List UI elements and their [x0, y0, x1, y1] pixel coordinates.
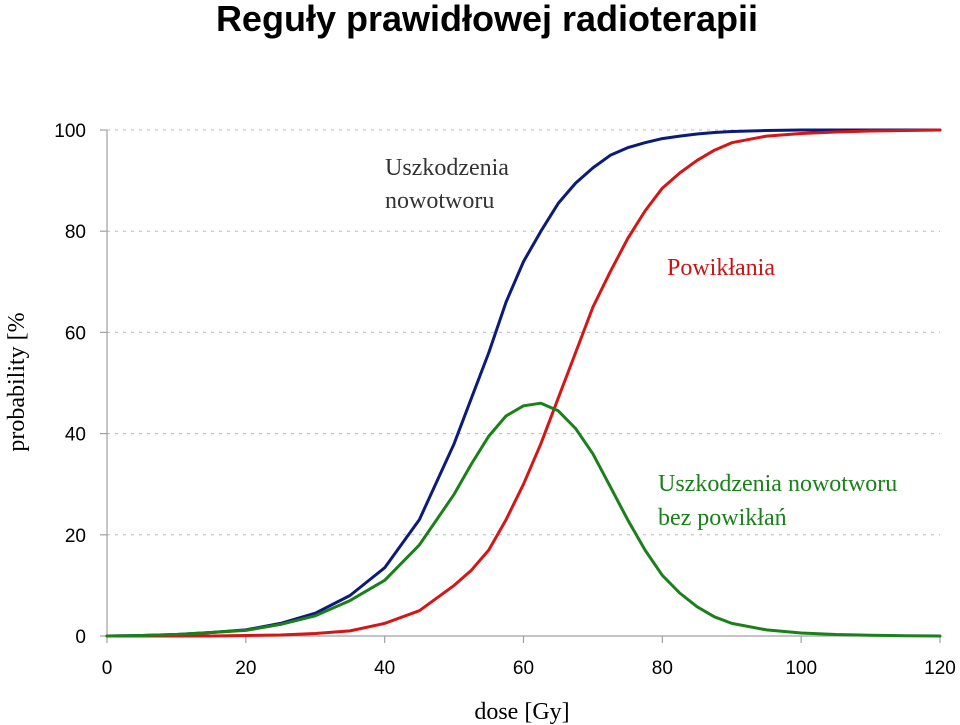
y-tick-label: 0 — [75, 627, 86, 648]
grid — [107, 129, 940, 536]
annotation-tumor-line-1: Uszkodzenia — [385, 155, 509, 181]
annotation-tumor-line-2: nowotworu — [385, 188, 494, 214]
series-line-1 — [105, 128, 942, 638]
y-tick-label: 20 — [65, 526, 86, 547]
x-axis-title: dose [Gy] — [474, 699, 569, 725]
series-lines — [105, 128, 942, 638]
series-line-2 — [105, 128, 942, 638]
x-ticks: 0 20 40 60 80 100 120 — [102, 636, 956, 679]
axes — [106, 130, 940, 637]
x-tick-label: 20 — [235, 658, 256, 679]
y-ticks: 0 20 40 60 80 100 — [54, 121, 107, 648]
y-tick-label: 60 — [65, 323, 86, 344]
x-tick-label: 100 — [785, 658, 817, 679]
x-tick-label: 0 — [102, 658, 113, 679]
y-tick-label: 80 — [65, 222, 86, 243]
annotation-complications: Powikłania — [667, 255, 775, 281]
annotation-uncomplicated-line-1: Uszkodzenia nowotworu — [658, 471, 897, 497]
x-tick-label: 80 — [652, 658, 673, 679]
y-axis-title: probability [% — [4, 312, 30, 451]
y-tick-label: 40 — [65, 425, 86, 446]
x-tick-label: 120 — [924, 658, 956, 679]
series-line-3 — [105, 401, 942, 638]
x-tick-label: 40 — [374, 658, 395, 679]
x-tick-label: 60 — [513, 658, 534, 679]
y-tick-label: 100 — [54, 121, 86, 142]
annotation-uncomplicated-line-2: bez powikłań — [658, 505, 787, 531]
chart-title: Reguły prawidłowej radioterapii — [216, 0, 758, 39]
